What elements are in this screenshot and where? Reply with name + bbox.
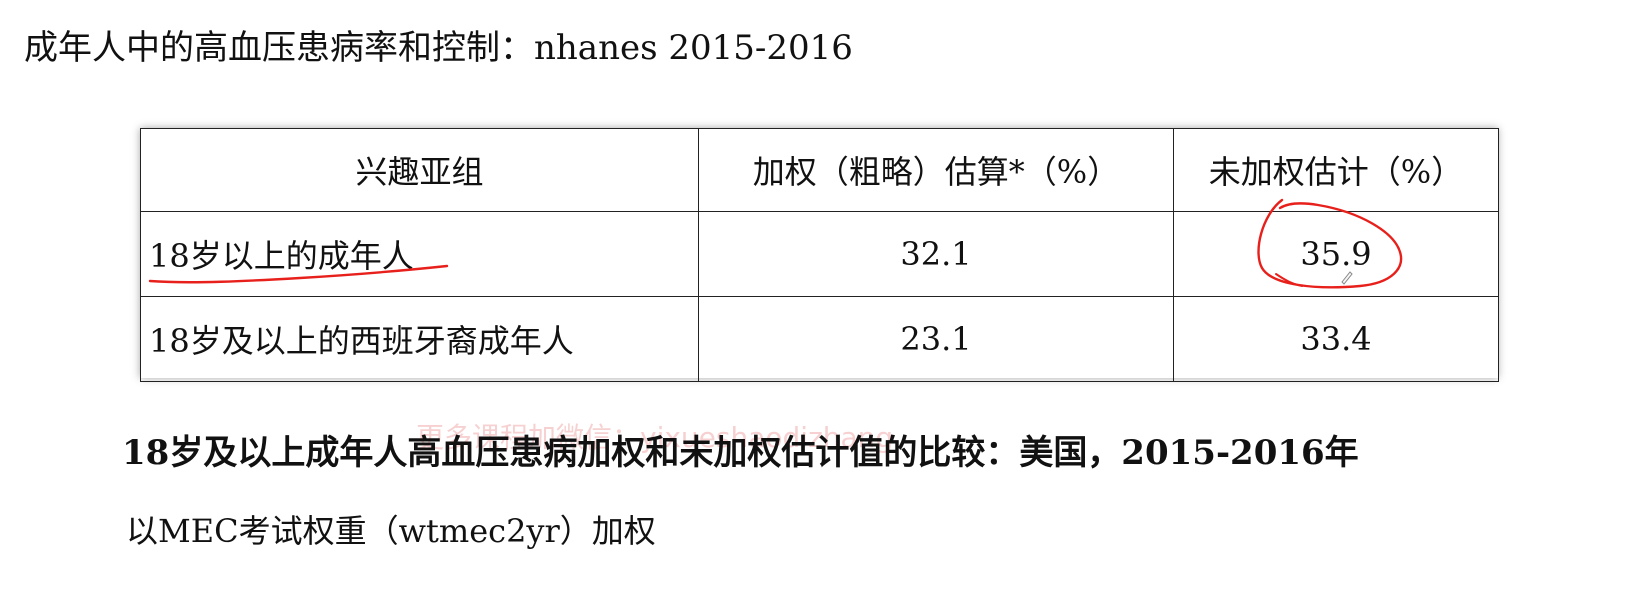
table-header-row: 兴趣亚组 加权（粗略）估算*（%） 未加权估计（%） bbox=[140, 128, 1499, 212]
row-weighted-adults: 32.1 bbox=[698, 211, 1174, 297]
header-weighted-estimate: 加权（粗略）估算*（%） bbox=[698, 128, 1174, 212]
weight-note: 以MEC考试权重（wtmec2yr）加权 bbox=[126, 512, 656, 550]
page-title: 成年人中的高血压患病率和控制：nhanes 2015-2016 bbox=[24, 28, 853, 68]
row-weighted-hispanic-adults: 23.1 bbox=[698, 296, 1174, 382]
prevalence-table-container: 兴趣亚组 加权（粗略）估算*（%） 未加权估计（%） 18岁以上的成年人 32.… bbox=[140, 128, 1499, 382]
row-subgroup-adults: 18岁以上的成年人 bbox=[140, 211, 699, 297]
row-unweighted-hispanic-adults: 33.4 bbox=[1173, 296, 1499, 382]
prevalence-table: 兴趣亚组 加权（粗略）估算*（%） 未加权估计（%） 18岁以上的成年人 32.… bbox=[140, 128, 1499, 382]
header-subgroup: 兴趣亚组 bbox=[140, 128, 699, 212]
watermark: 更多课程加微信：yixueshaodizhang bbox=[416, 421, 894, 454]
table-row: 18岁及以上的西班牙裔成年人 23.1 33.4 bbox=[140, 296, 1499, 382]
header-unweighted-estimate: 未加权估计（%） bbox=[1173, 128, 1499, 212]
row-unweighted-adults: 35.9 bbox=[1173, 211, 1499, 297]
row-subgroup-hispanic-adults: 18岁及以上的西班牙裔成年人 bbox=[140, 296, 699, 382]
table-caption: 18岁及以上成年人高血压患病加权和未加权估计值的比较：美国，2015-2016年 bbox=[122, 433, 1359, 473]
table-row: 18岁以上的成年人 32.1 35.9 bbox=[140, 211, 1499, 297]
